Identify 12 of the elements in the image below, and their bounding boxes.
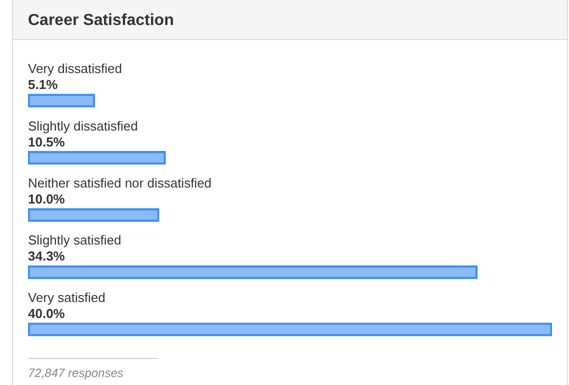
y-tick-label: Very dissatisfied xyxy=(28,61,122,76)
y-tick-label: Slightly satisfied xyxy=(28,232,122,248)
y-tick-label: Slightly dissatisfied xyxy=(28,118,138,134)
data-label: 40.0% xyxy=(28,306,66,321)
data-label: 5.1% xyxy=(28,77,58,92)
data-label: 10.5% xyxy=(28,134,66,150)
y-tick-label: Neither satisfied nor dissatisfied xyxy=(28,176,212,190)
text: 72,847 responses xyxy=(28,366,124,380)
y-tick-label: Very satisfied xyxy=(28,290,106,305)
data-label: 34.3% xyxy=(28,248,66,264)
data-label: 10.0% xyxy=(28,192,66,206)
chart-title: Career Satisfaction xyxy=(13,0,567,40)
